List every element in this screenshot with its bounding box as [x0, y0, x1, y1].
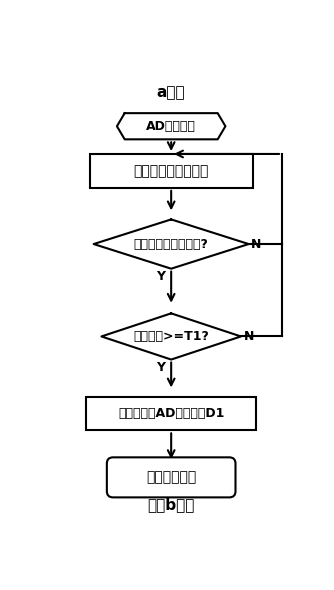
Polygon shape [94, 219, 249, 268]
Polygon shape [102, 313, 241, 359]
Text: N: N [243, 330, 254, 343]
Bar [86, 396, 257, 430]
FancyBboxPatch shape [107, 457, 235, 497]
Text: 间隔时间>=T1?: 间隔时间>=T1? [133, 330, 209, 343]
Text: 进入b阶段: 进入b阶段 [148, 497, 195, 512]
Text: Y: Y [156, 360, 165, 373]
Text: 单片机模数转换过程: 单片机模数转换过程 [134, 164, 209, 178]
Bar [90, 154, 253, 188]
Text: AD采样开始: AD采样开始 [146, 120, 196, 133]
Text: 数字信号处理: 数字信号处理 [146, 470, 196, 484]
Text: a阶段: a阶段 [157, 85, 185, 100]
Text: N: N [251, 238, 262, 251]
Text: 单片机数模转换完成?: 单片机数模转换完成? [134, 238, 209, 251]
Text: 读取单片机AD转换结果D1: 读取单片机AD转换结果D1 [118, 407, 224, 420]
Polygon shape [117, 113, 225, 139]
Text: Y: Y [156, 270, 165, 283]
